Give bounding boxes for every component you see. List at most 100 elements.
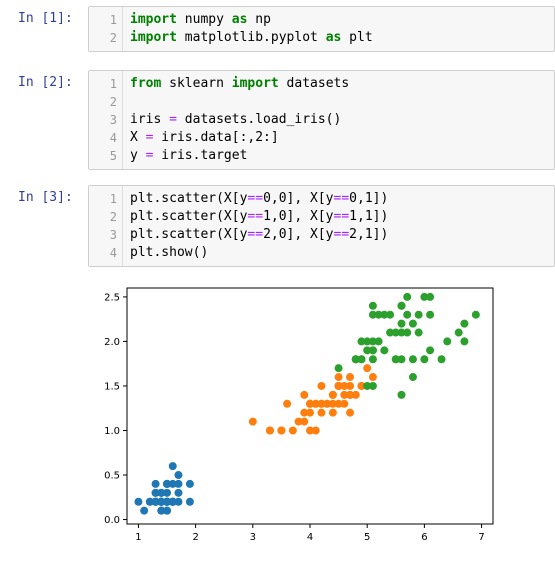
code-cell[interactable]: In [2]: 1 from sklearn import datasets 2 3 ir… [0, 70, 555, 170]
scatter-point-series-1 [277, 426, 286, 435]
code-editor[interactable]: 1 import numpy as np 2 import matplotlib.py… [88, 6, 555, 52]
scatter-point-series-2 [397, 301, 406, 310]
scatter-point-series-1 [306, 399, 314, 408]
cell-prompt: In [3]: [18, 190, 73, 205]
line-number: 1 [109, 192, 117, 206]
scatter-point-series-2 [374, 310, 383, 319]
code-token: numpy [176, 12, 232, 27]
code-keyword: import [231, 76, 279, 91]
scatter-point-series-2 [414, 310, 423, 319]
scatter-point-series-2 [386, 328, 395, 337]
code-token: datasets.load_iris() [176, 112, 342, 127]
code-keyword: as [231, 12, 248, 27]
scatter-point-series-1 [346, 381, 355, 390]
scatter-point-series-0 [174, 497, 183, 506]
code-editor[interactable]: 1 from sklearn import datasets 2 3 iris = da… [88, 70, 555, 170]
code-text: X = iris.data[:,2:] [130, 129, 279, 147]
x-tick-label: 7 [478, 532, 484, 543]
scatter-point-series-2 [443, 337, 452, 346]
code-token: 0,0], X[y [263, 191, 334, 206]
scatter-point-series-2 [471, 310, 480, 319]
scatter-point-series-2 [357, 337, 366, 346]
code-operator: == [333, 209, 350, 224]
code-cell[interactable]: In [3]: 1 plt.scatter(X[y==0,0], X[y==0,1]… [0, 185, 555, 267]
scatter-point-series-2 [368, 346, 377, 355]
x-tick-label: 1 [135, 532, 141, 543]
scatter-point-series-2 [363, 337, 372, 346]
scatter-point-series-0 [163, 506, 172, 515]
scatter-point-series-1 [248, 417, 257, 426]
code-operator: == [333, 227, 350, 242]
scatter-point-series-1 [346, 373, 355, 382]
scatter-point-series-2 [414, 328, 423, 337]
scatter-point-series-2 [397, 328, 406, 337]
code-operator: = [145, 130, 154, 145]
scatter-point-series-1 [357, 381, 366, 390]
code-text: import matplotlib.pyplot as plt [130, 29, 373, 47]
scatter-point-series-2 [420, 355, 429, 364]
scatter-point-series-0 [168, 497, 177, 506]
scatter-point-series-1 [300, 417, 309, 426]
code-token: 2,1]) [349, 227, 389, 242]
scatter-point-series-1 [311, 426, 320, 435]
scatter-point-series-2 [437, 355, 446, 364]
scatter-point-series-0 [174, 488, 183, 497]
scatter-point-series-2 [408, 373, 417, 382]
code-editor[interactable]: 1 plt.scatter(X[y==0,0], X[y==0,1]) 2 plt.s… [88, 185, 555, 267]
scatter-point-series-1 [334, 381, 343, 390]
scatter-point-series-0 [151, 479, 160, 488]
line-number-gutter [89, 71, 123, 169]
scatter-point-series-2 [363, 381, 372, 390]
code-cell[interactable]: In [1]: 1 import numpy as np 2 import matplo… [0, 6, 555, 52]
scatter-point-series-2 [363, 346, 372, 355]
cell-prompt: In [1]: [18, 11, 73, 26]
scatter-point-series-2 [386, 310, 395, 319]
scatter-point-series-1 [363, 364, 372, 373]
scatter-point-series-2 [426, 346, 435, 355]
scatter-point-series-1 [340, 381, 349, 390]
code-text: y = iris.target [130, 147, 247, 165]
line-number-gutter [89, 186, 123, 266]
scatter-point-series-1 [265, 426, 274, 435]
scatter-point-series-1 [340, 390, 349, 399]
y-tick-label: 1.5 [104, 381, 120, 392]
scatter-point-series-0 [157, 488, 166, 497]
code-token: 2,0], X[y [263, 227, 334, 242]
line-number: 2 [109, 31, 117, 45]
scatter-point-series-2 [357, 355, 366, 364]
scatter-point-series-1 [283, 399, 292, 408]
line-number: 2 [109, 210, 117, 224]
scatter-point-series-2 [368, 301, 377, 310]
scatter-point-series-0 [174, 479, 183, 488]
line-number: 4 [109, 131, 117, 145]
code-token: np [247, 12, 271, 27]
code-text: import numpy as np [130, 11, 271, 29]
code-token: 1,0], X[y [263, 209, 334, 224]
scatter-point-series-2 [420, 292, 429, 301]
scatter-point-series-1 [334, 399, 343, 408]
code-token: y [130, 148, 146, 163]
code-text: from sklearn import datasets [130, 75, 349, 93]
scatter-plot-output: 1 2 3 4 5 6 7 0.0 0.5 1.0 1.5 2.0 2.5 [95, 282, 515, 556]
code-operator: == [247, 191, 264, 206]
code-token: 1,1]) [349, 209, 389, 224]
scatter-point-series-0 [168, 479, 177, 488]
code-keyword: as [325, 30, 342, 45]
code-operator: = [169, 112, 177, 127]
scatter-point-series-2 [403, 292, 412, 301]
scatter-point-series-2 [368, 337, 377, 346]
scatter-point-series-0 [185, 497, 194, 506]
code-token: sklearn [161, 76, 232, 91]
scatter-point-series-0 [151, 497, 160, 506]
code-token: datasets [278, 76, 350, 91]
x-tick-label: 5 [364, 532, 370, 543]
scatter-point-series-0 [185, 479, 194, 488]
code-operator: == [247, 227, 264, 242]
code-text: plt.scatter(X[y==0,0], X[y==0,1]) [130, 190, 388, 208]
scatter-point-series-2 [368, 381, 377, 390]
code-text: plt.scatter(X[y==1,0], X[y==1,1]) [130, 208, 388, 226]
code-token: X [130, 130, 146, 145]
scatter-point-series-0 [163, 479, 172, 488]
scatter-point-series-0 [174, 471, 183, 480]
scatter-point-series-2 [408, 319, 417, 328]
